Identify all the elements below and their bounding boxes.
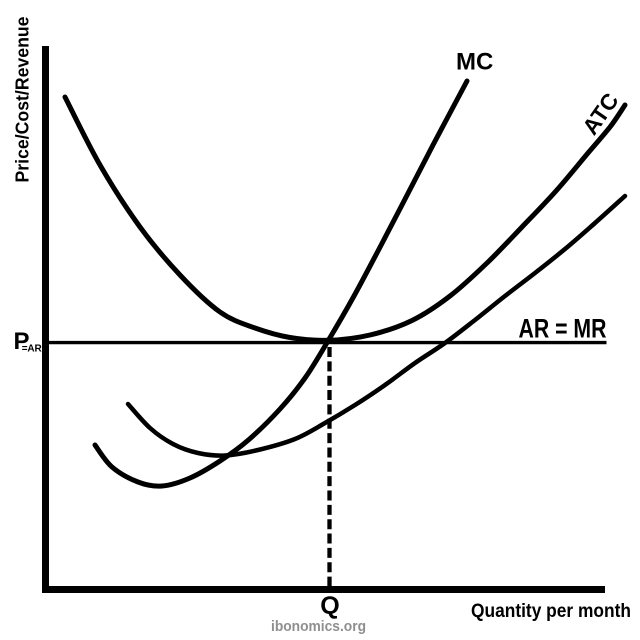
svg-text:AR = MR: AR = MR: [519, 313, 607, 343]
svg-text:Price/Cost/Revenue: Price/Cost/Revenue: [12, 17, 33, 183]
svg-text:=AR: =AR: [22, 344, 43, 355]
svg-text:ibonomics.org: ibonomics.org: [271, 618, 366, 635]
svg-text:P: P: [14, 328, 30, 355]
svg-text:Quantity per month: Quantity per month: [471, 600, 631, 622]
svg-text:MC: MC: [456, 49, 493, 76]
svg-text:Q: Q: [320, 592, 339, 620]
